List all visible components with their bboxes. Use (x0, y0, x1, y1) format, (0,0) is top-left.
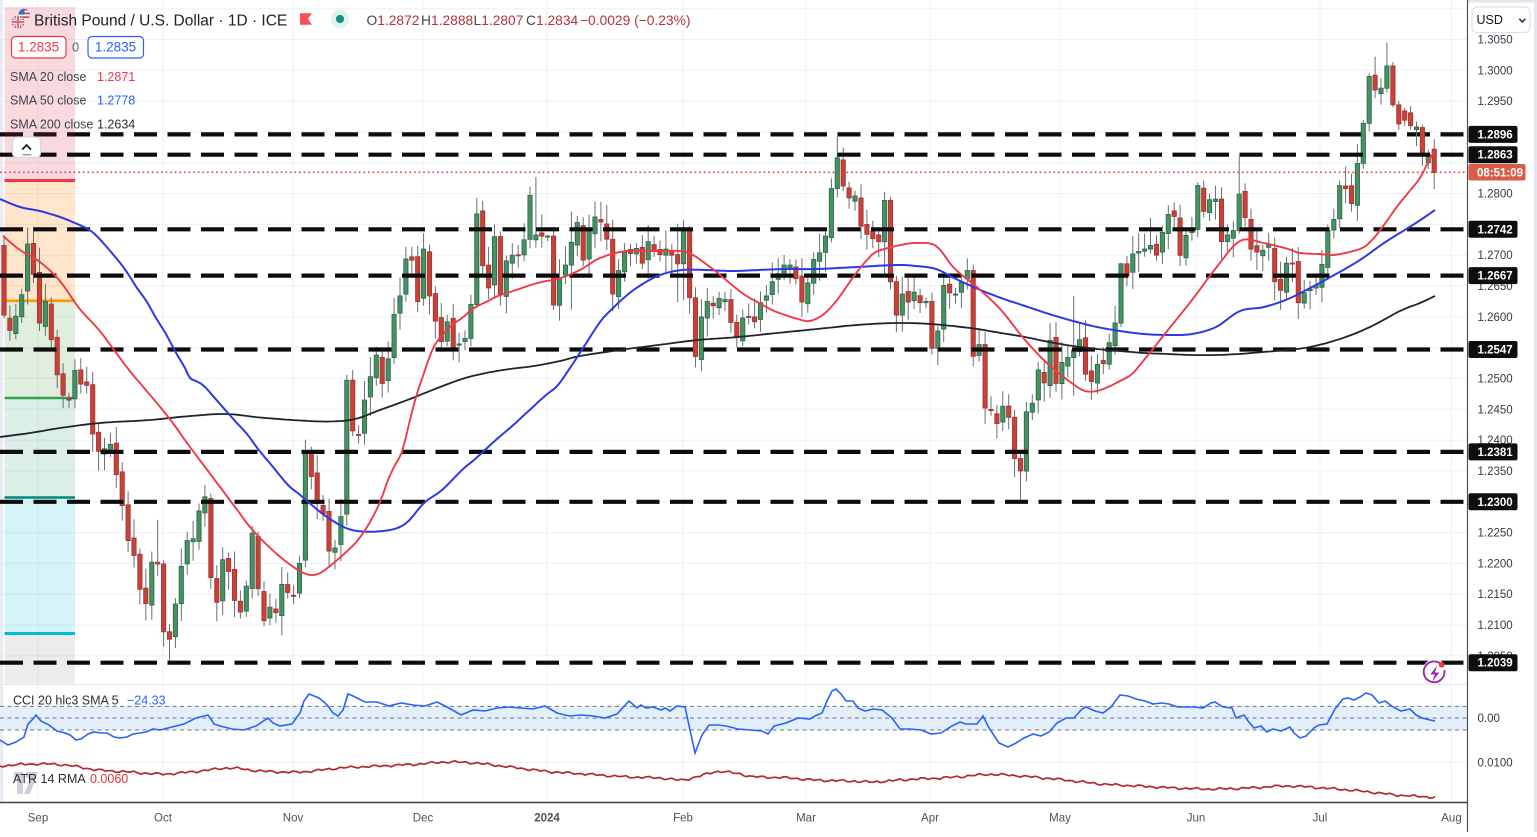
svg-text:1.2667: 1.2667 (1478, 271, 1513, 283)
svg-text:1.2800: 1.2800 (1478, 189, 1513, 201)
svg-text:1.2250: 1.2250 (1478, 528, 1513, 540)
svg-text:1.2039: 1.2039 (1478, 658, 1513, 670)
svg-text:Oct: Oct (154, 813, 173, 825)
svg-text:1.2700: 1.2700 (1478, 250, 1513, 262)
svg-text:1.2350: 1.2350 (1478, 466, 1513, 478)
svg-text:−24.33: −24.33 (127, 694, 166, 708)
svg-text:SMA 50 close: SMA 50 close (10, 94, 86, 108)
svg-text:Mar: Mar (796, 813, 816, 825)
svg-text:0.00: 0.00 (1478, 713, 1500, 725)
svg-text:1.2300: 1.2300 (1478, 497, 1513, 509)
svg-text:1.3000: 1.3000 (1478, 65, 1513, 77)
svg-text:Feb: Feb (673, 813, 693, 825)
svg-text:SMA 20 close: SMA 20 close (10, 70, 86, 84)
svg-text:2024: 2024 (534, 813, 560, 825)
svg-text:1.2600: 1.2600 (1478, 312, 1513, 324)
svg-text:Nov: Nov (283, 813, 304, 825)
svg-text:1.2450: 1.2450 (1478, 404, 1513, 416)
svg-text:1.2100: 1.2100 (1478, 620, 1513, 632)
svg-text:−0.0029 (−0.23%): −0.0029 (−0.23%) (580, 13, 690, 28)
svg-text:Sep: Sep (28, 813, 48, 825)
svg-text:1.2871: 1.2871 (97, 70, 135, 84)
svg-text:1.2547: 1.2547 (1478, 345, 1513, 357)
svg-text:0.0060: 0.0060 (90, 772, 128, 786)
svg-text:CCI 20 hlc3 SMA 5: CCI 20 hlc3 SMA 5 (13, 694, 119, 708)
svg-text:0: 0 (72, 40, 79, 55)
svg-text:C1.2834: C1.2834 (526, 13, 578, 28)
svg-text:1.2150: 1.2150 (1478, 589, 1513, 601)
svg-text:1.2778: 1.2778 (97, 94, 135, 108)
svg-text:Jun: Jun (1187, 813, 1206, 825)
svg-text:1.2742: 1.2742 (1478, 224, 1513, 236)
svg-text:1.2634: 1.2634 (97, 118, 135, 132)
svg-text:1.3050: 1.3050 (1478, 35, 1513, 47)
svg-text:May: May (1049, 813, 1071, 825)
svg-text:O1.2872: O1.2872 (367, 13, 420, 28)
svg-text:1.2200: 1.2200 (1478, 558, 1513, 570)
svg-text:1.2896: 1.2896 (1478, 129, 1513, 141)
svg-text:Aug: Aug (1441, 813, 1461, 825)
svg-text:1.2950: 1.2950 (1478, 96, 1513, 108)
svg-text:1.2500: 1.2500 (1478, 374, 1513, 386)
svg-text:Apr: Apr (921, 813, 939, 825)
svg-text:0.0100: 0.0100 (1478, 758, 1513, 770)
svg-text:L1.2807: L1.2807 (474, 13, 524, 28)
svg-text:Jul: Jul (1313, 813, 1328, 825)
svg-text:ATR 14 RMA: ATR 14 RMA (13, 772, 86, 786)
svg-text:1.2835: 1.2835 (18, 40, 59, 55)
svg-text:1.2381: 1.2381 (1478, 447, 1514, 459)
svg-text:1.2835: 1.2835 (95, 40, 136, 55)
svg-text:08:51:09: 08:51:09 (1477, 167, 1523, 179)
svg-text:British Pound / U.S. Dollar ·: British Pound / U.S. Dollar · 1D · ICE (34, 13, 287, 30)
svg-text:1.2863: 1.2863 (1478, 150, 1513, 162)
svg-text:H1.2888: H1.2888 (421, 13, 473, 28)
svg-text:Dec: Dec (413, 813, 434, 825)
svg-text:USD: USD (1477, 13, 1503, 27)
svg-text:SMA 200 close: SMA 200 close (10, 118, 93, 132)
